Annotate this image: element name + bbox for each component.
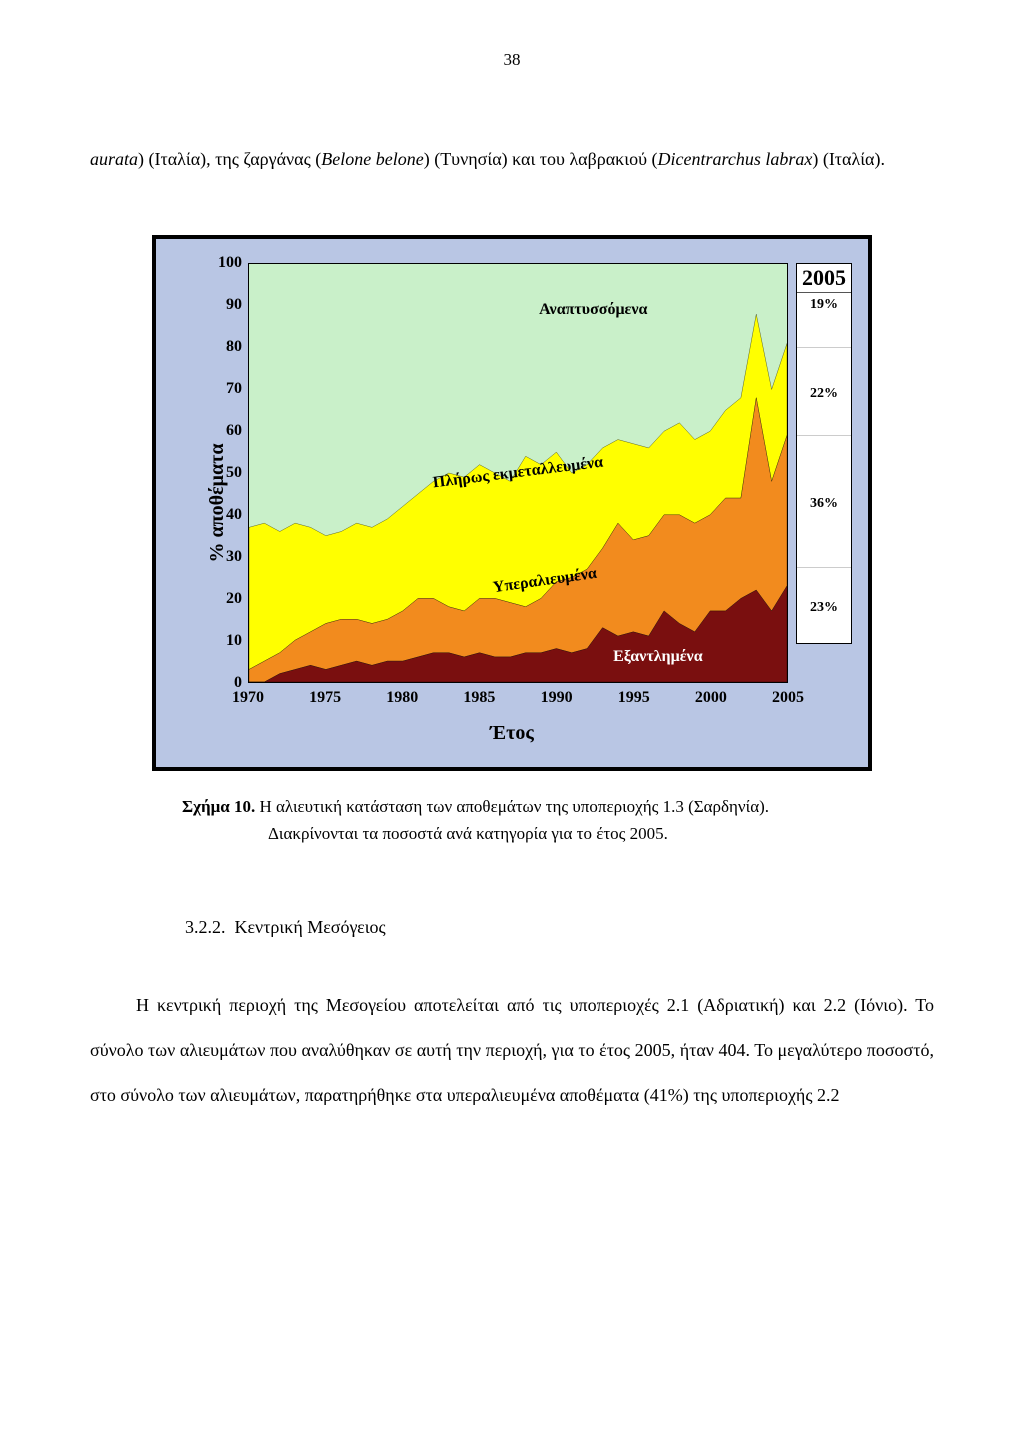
pct-developing: 19% bbox=[797, 293, 851, 347]
intro-italic-3: Dicentrarchus labrax bbox=[658, 149, 813, 169]
y-tick: 90 bbox=[202, 296, 242, 314]
x-tick: 1980 bbox=[386, 689, 418, 707]
figure-caption: Σχήμα 10. Η αλιευτική κατάσταση των αποθ… bbox=[182, 793, 842, 847]
x-tick: 2005 bbox=[772, 689, 804, 707]
intro-seg2: ) (Ιταλία), της ζαργάνας ( bbox=[138, 149, 321, 169]
x-tick: 1970 bbox=[232, 689, 264, 707]
body-paragraph: Η κεντρική περιοχή της Μεσογείου αποτελε… bbox=[90, 983, 934, 1118]
chart-inner: % αποθέματα 0102030405060708090100 Αναπτ… bbox=[166, 253, 858, 753]
y-tick: 70 bbox=[202, 380, 242, 398]
y-tick: 10 bbox=[202, 632, 242, 650]
y-tick: 80 bbox=[202, 338, 242, 356]
y-tick: 40 bbox=[202, 506, 242, 524]
caption-line2: Διακρίνονται τα ποσοστά ανά κατηγορία γι… bbox=[268, 820, 668, 847]
pct-over: 36% bbox=[797, 435, 851, 567]
plot-area: ΑναπτυσσόμεναΠλήρως εκμεταλλευμέναΥπεραλ… bbox=[248, 263, 788, 683]
page-number: 38 bbox=[90, 50, 934, 70]
x-tick: 1990 bbox=[541, 689, 573, 707]
x-tick: 1995 bbox=[618, 689, 650, 707]
y-tick: 30 bbox=[202, 548, 242, 566]
pct-depleted: 23% bbox=[797, 567, 851, 643]
series-label-depleted: Εξαντλημένα bbox=[613, 648, 703, 666]
caption-bold: Σχήμα 10. bbox=[182, 797, 255, 816]
y-tick: 50 bbox=[202, 464, 242, 482]
figure: % αποθέματα 0102030405060708090100 Αναπτ… bbox=[152, 235, 872, 847]
x-ticks: 19701975198019851990199520002005 bbox=[248, 689, 788, 709]
intro-italic-1: aurata bbox=[90, 149, 138, 169]
y-tick: 100 bbox=[202, 254, 242, 272]
x-tick: 1985 bbox=[463, 689, 495, 707]
section-title: Κεντρική Μεσόγειος bbox=[235, 917, 386, 937]
year-label: 2005 bbox=[797, 264, 851, 293]
y-tick: 60 bbox=[202, 422, 242, 440]
section-heading: 3.2.2. Κεντρική Μεσόγειος bbox=[185, 917, 934, 938]
year-percent-box: 2005 19% 22% 36% 23% bbox=[796, 263, 852, 644]
pct-fully: 22% bbox=[797, 347, 851, 435]
caption-line1: Η αλιευτική κατάσταση των αποθεμάτων της… bbox=[255, 797, 769, 816]
series-label-developing: Αναπτυσσόμενα bbox=[539, 301, 647, 319]
intro-paragraph: aurata) (Ιταλία), της ζαργάνας (Belone b… bbox=[90, 140, 934, 180]
chart-frame: % αποθέματα 0102030405060708090100 Αναπτ… bbox=[152, 235, 872, 771]
y-tick: 20 bbox=[202, 590, 242, 608]
x-tick: 2000 bbox=[695, 689, 727, 707]
intro-seg6: ) (Ιταλία). bbox=[812, 149, 885, 169]
y-ticks: 0102030405060708090100 bbox=[202, 263, 242, 683]
intro-seg4: ) (Τυνησία) και του λαβρακιού ( bbox=[424, 149, 658, 169]
x-tick: 1975 bbox=[309, 689, 341, 707]
section-number: 3.2.2. bbox=[185, 917, 226, 937]
x-axis-label: Έτος bbox=[490, 722, 534, 745]
intro-italic-2: Belone belone bbox=[321, 149, 423, 169]
